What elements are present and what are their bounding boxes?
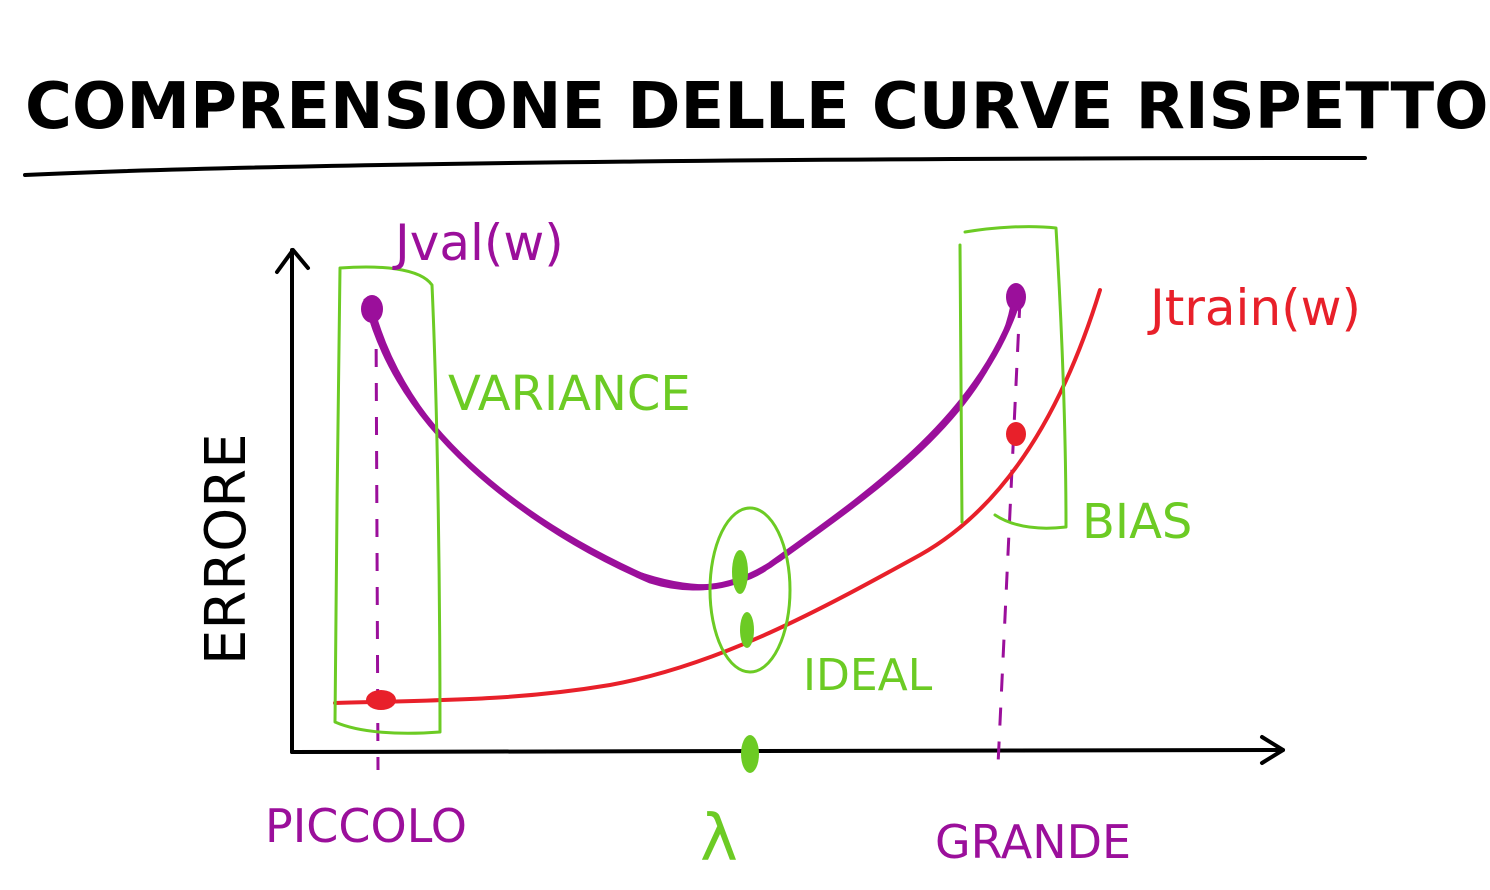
guide-large-lambda (996, 299, 1022, 766)
val-curve-label: Jval(w) (392, 214, 564, 272)
title-underline (23, 156, 1367, 177)
x-label-lambda: λ (700, 802, 738, 876)
bias-label: BIAS (1082, 494, 1192, 550)
ideal-lambda-point (741, 735, 759, 773)
val-point-large-lambda (1006, 283, 1026, 311)
ideal-point-train (740, 612, 754, 648)
bias-box-left-edge (958, 243, 964, 524)
val-point-small-lambda (361, 295, 383, 323)
variance-label: VARIANCE (448, 366, 691, 422)
x-label-small: PICCOLO (265, 799, 467, 853)
train-point-small-lambda (366, 690, 396, 710)
y-axis-label: ERRORE (194, 433, 259, 665)
bias-box (963, 225, 1068, 530)
diagram-title: COMPRENSIONE DELLE CURVE RISPETTO A λ (25, 70, 1490, 144)
y-axis-arrow (275, 248, 310, 274)
x-label-large: GRANDE (935, 815, 1131, 869)
x-axis (290, 748, 1285, 754)
train-curve-label: Jtrain(w) (1147, 279, 1361, 337)
variance-box (333, 265, 442, 735)
ideal-circle (708, 506, 792, 674)
ideal-label: IDEAL (803, 650, 933, 701)
ideal-point-val (732, 550, 748, 594)
validation-error-curve-stroke-3 (363, 298, 767, 588)
validation-error-curve (365, 297, 1021, 591)
train-point-large-lambda (1006, 422, 1026, 446)
x-axis-arrow (1260, 735, 1285, 765)
